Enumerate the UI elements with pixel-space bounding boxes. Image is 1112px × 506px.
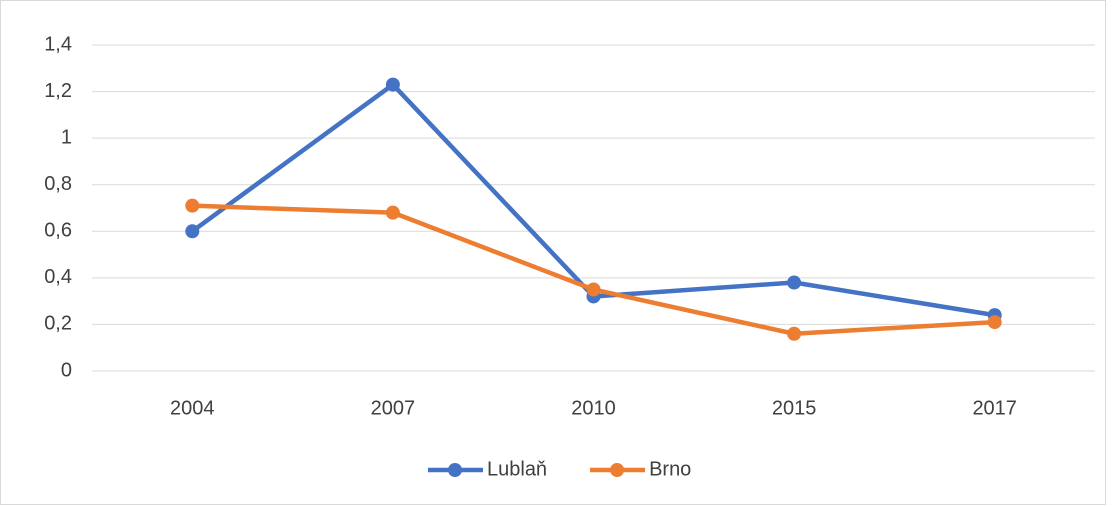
legend-label: Lublaň — [487, 458, 547, 480]
y-tick-label: 0,6 — [44, 220, 72, 242]
y-tick-label: 0 — [61, 359, 72, 381]
legend-label: Brno — [649, 458, 691, 480]
data-point — [185, 224, 200, 239]
data-point — [787, 275, 802, 290]
x-tick-label: 2017 — [972, 397, 1017, 419]
data-point — [385, 205, 400, 220]
x-tick-label: 2015 — [772, 397, 817, 419]
data-point — [787, 326, 802, 341]
data-point — [586, 282, 601, 297]
data-point — [185, 198, 200, 213]
legend-marker — [610, 463, 625, 477]
x-tick-label: 2004 — [170, 397, 215, 419]
y-tick-label: 1 — [61, 126, 72, 148]
y-tick-label: 0,8 — [44, 173, 72, 195]
legend-marker — [448, 463, 462, 477]
x-tick-label: 2007 — [371, 397, 416, 419]
y-tick-label: 1,4 — [44, 33, 72, 55]
y-tick-label: 0,4 — [44, 266, 72, 288]
x-tick-label: 2010 — [571, 397, 616, 419]
y-tick-label: 0,2 — [44, 313, 72, 335]
data-point — [987, 315, 1002, 330]
data-point — [385, 77, 400, 92]
y-tick-label: 1,2 — [44, 80, 72, 102]
